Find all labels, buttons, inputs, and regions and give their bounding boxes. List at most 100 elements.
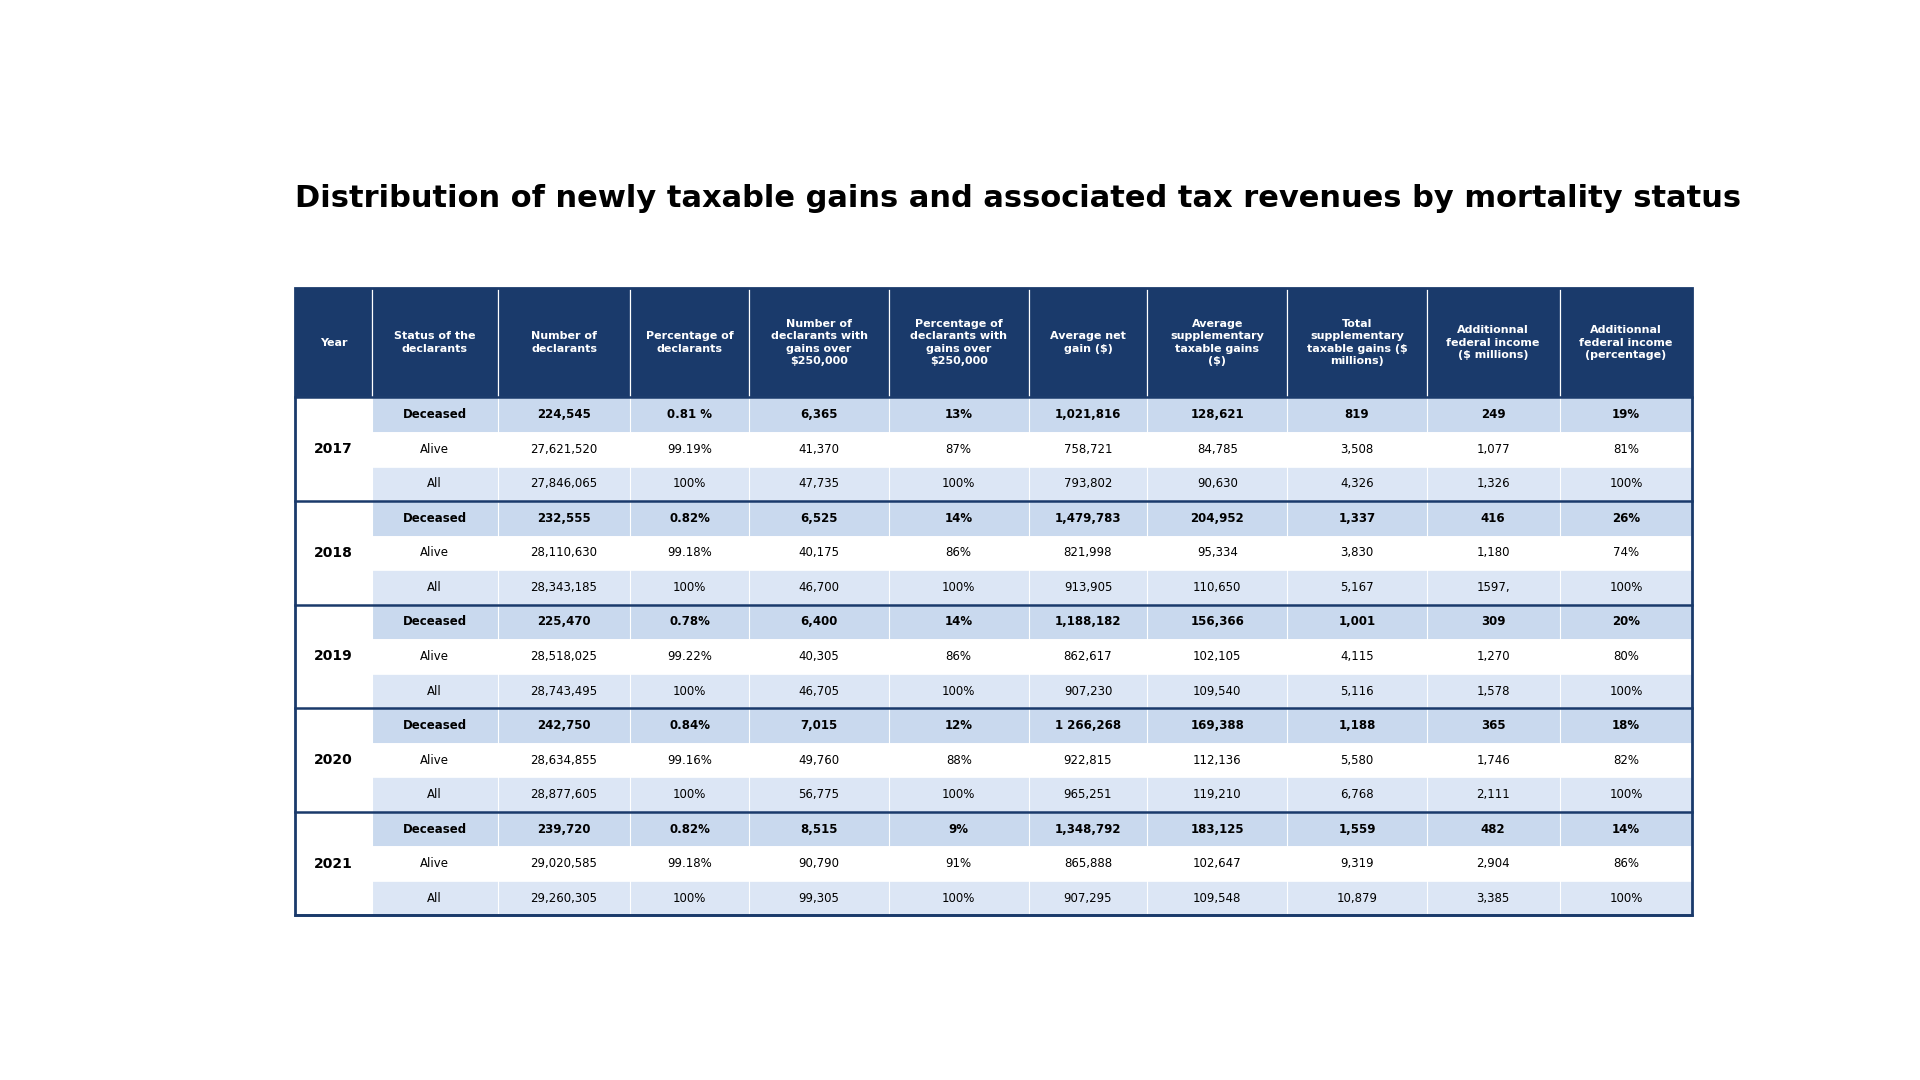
Bar	[889, 812, 1029, 847]
Bar	[1427, 778, 1559, 812]
Bar	[372, 287, 497, 397]
Bar	[1029, 605, 1148, 639]
Text: 2,111: 2,111	[1476, 788, 1509, 801]
Bar	[1559, 778, 1692, 812]
Bar	[630, 639, 749, 674]
Bar	[1559, 570, 1692, 605]
Text: 1 266,268: 1 266,268	[1054, 719, 1121, 732]
Text: 14%: 14%	[945, 616, 973, 629]
Bar	[296, 287, 372, 397]
Bar	[889, 287, 1029, 397]
Text: 2017: 2017	[315, 443, 353, 456]
Text: 1,479,783: 1,479,783	[1054, 512, 1121, 525]
Bar	[372, 639, 497, 674]
Bar	[749, 287, 889, 397]
Text: 102,105: 102,105	[1192, 650, 1242, 663]
Text: 3,385: 3,385	[1476, 892, 1509, 905]
Text: 87%: 87%	[947, 443, 972, 456]
Bar	[372, 605, 497, 639]
Bar	[1559, 287, 1692, 397]
Text: 1,348,792: 1,348,792	[1054, 823, 1121, 836]
Bar	[1148, 639, 1286, 674]
Text: 28,343,185: 28,343,185	[530, 581, 597, 594]
Bar	[889, 397, 1029, 432]
Bar	[497, 778, 630, 812]
Text: Number of
declarants: Number of declarants	[532, 332, 597, 354]
Bar	[1029, 397, 1148, 432]
Bar	[749, 639, 889, 674]
Text: Deceased: Deceased	[403, 512, 467, 525]
Text: 40,305: 40,305	[799, 650, 839, 663]
Text: 204,952: 204,952	[1190, 512, 1244, 525]
Text: 128,621: 128,621	[1190, 408, 1244, 421]
Text: 49,760: 49,760	[799, 754, 839, 767]
Text: 86%: 86%	[1613, 858, 1640, 870]
Text: 1,021,816: 1,021,816	[1054, 408, 1121, 421]
Text: 80%: 80%	[1613, 650, 1640, 663]
Text: 5,167: 5,167	[1340, 581, 1375, 594]
Bar	[1286, 778, 1427, 812]
Bar	[296, 708, 372, 812]
Bar	[1029, 778, 1148, 812]
Text: 46,705: 46,705	[799, 685, 839, 698]
Bar	[372, 467, 497, 501]
Text: Alive: Alive	[420, 443, 449, 456]
Text: 19%: 19%	[1613, 408, 1640, 421]
Text: 2020: 2020	[315, 753, 353, 767]
Bar	[1148, 674, 1286, 708]
Bar	[497, 812, 630, 847]
Text: 100%: 100%	[674, 581, 707, 594]
Bar	[1559, 536, 1692, 570]
Text: 119,210: 119,210	[1192, 788, 1242, 801]
Bar	[1559, 639, 1692, 674]
Bar	[1029, 536, 1148, 570]
Text: 90,630: 90,630	[1196, 477, 1238, 490]
Bar	[630, 674, 749, 708]
Text: 88%: 88%	[947, 754, 972, 767]
Text: 0.82%: 0.82%	[670, 823, 710, 836]
Bar	[1148, 536, 1286, 570]
Text: Alive: Alive	[420, 650, 449, 663]
Text: Alive: Alive	[420, 546, 449, 559]
Bar	[1427, 812, 1559, 847]
Text: 27,621,520: 27,621,520	[530, 443, 597, 456]
Bar	[630, 432, 749, 467]
Bar	[1427, 881, 1559, 916]
Text: 28,110,630: 28,110,630	[530, 546, 597, 559]
Bar	[1559, 605, 1692, 639]
Bar	[1559, 467, 1692, 501]
Text: 1,337: 1,337	[1338, 512, 1375, 525]
Text: 100%: 100%	[674, 788, 707, 801]
Bar	[372, 501, 497, 536]
Bar	[1148, 570, 1286, 605]
Text: 6,768: 6,768	[1340, 788, 1375, 801]
Text: Percentage of
declarants: Percentage of declarants	[645, 332, 733, 354]
Bar	[749, 605, 889, 639]
Text: 28,634,855: 28,634,855	[530, 754, 597, 767]
Bar	[749, 881, 889, 916]
Text: 99.18%: 99.18%	[668, 858, 712, 870]
Bar	[889, 881, 1029, 916]
Bar	[630, 536, 749, 570]
Text: Additionnal
federal income
($ millions): Additionnal federal income ($ millions)	[1446, 325, 1540, 360]
Text: 907,230: 907,230	[1064, 685, 1112, 698]
Text: 74%: 74%	[1613, 546, 1640, 559]
Bar	[497, 708, 630, 743]
Text: 18%: 18%	[1613, 719, 1640, 732]
Text: 9%: 9%	[948, 823, 970, 836]
Bar	[1286, 501, 1427, 536]
Text: 793,802: 793,802	[1064, 477, 1112, 490]
Text: 1,077: 1,077	[1476, 443, 1509, 456]
Bar	[889, 501, 1029, 536]
Bar	[1029, 639, 1148, 674]
Text: All: All	[428, 581, 442, 594]
Bar	[372, 674, 497, 708]
Text: Deceased: Deceased	[403, 719, 467, 732]
Text: 112,136: 112,136	[1192, 754, 1242, 767]
Text: 4,115: 4,115	[1340, 650, 1375, 663]
Bar	[889, 605, 1029, 639]
Bar	[497, 639, 630, 674]
Bar	[1427, 708, 1559, 743]
Text: 8,515: 8,515	[801, 823, 837, 836]
Bar	[1427, 743, 1559, 778]
